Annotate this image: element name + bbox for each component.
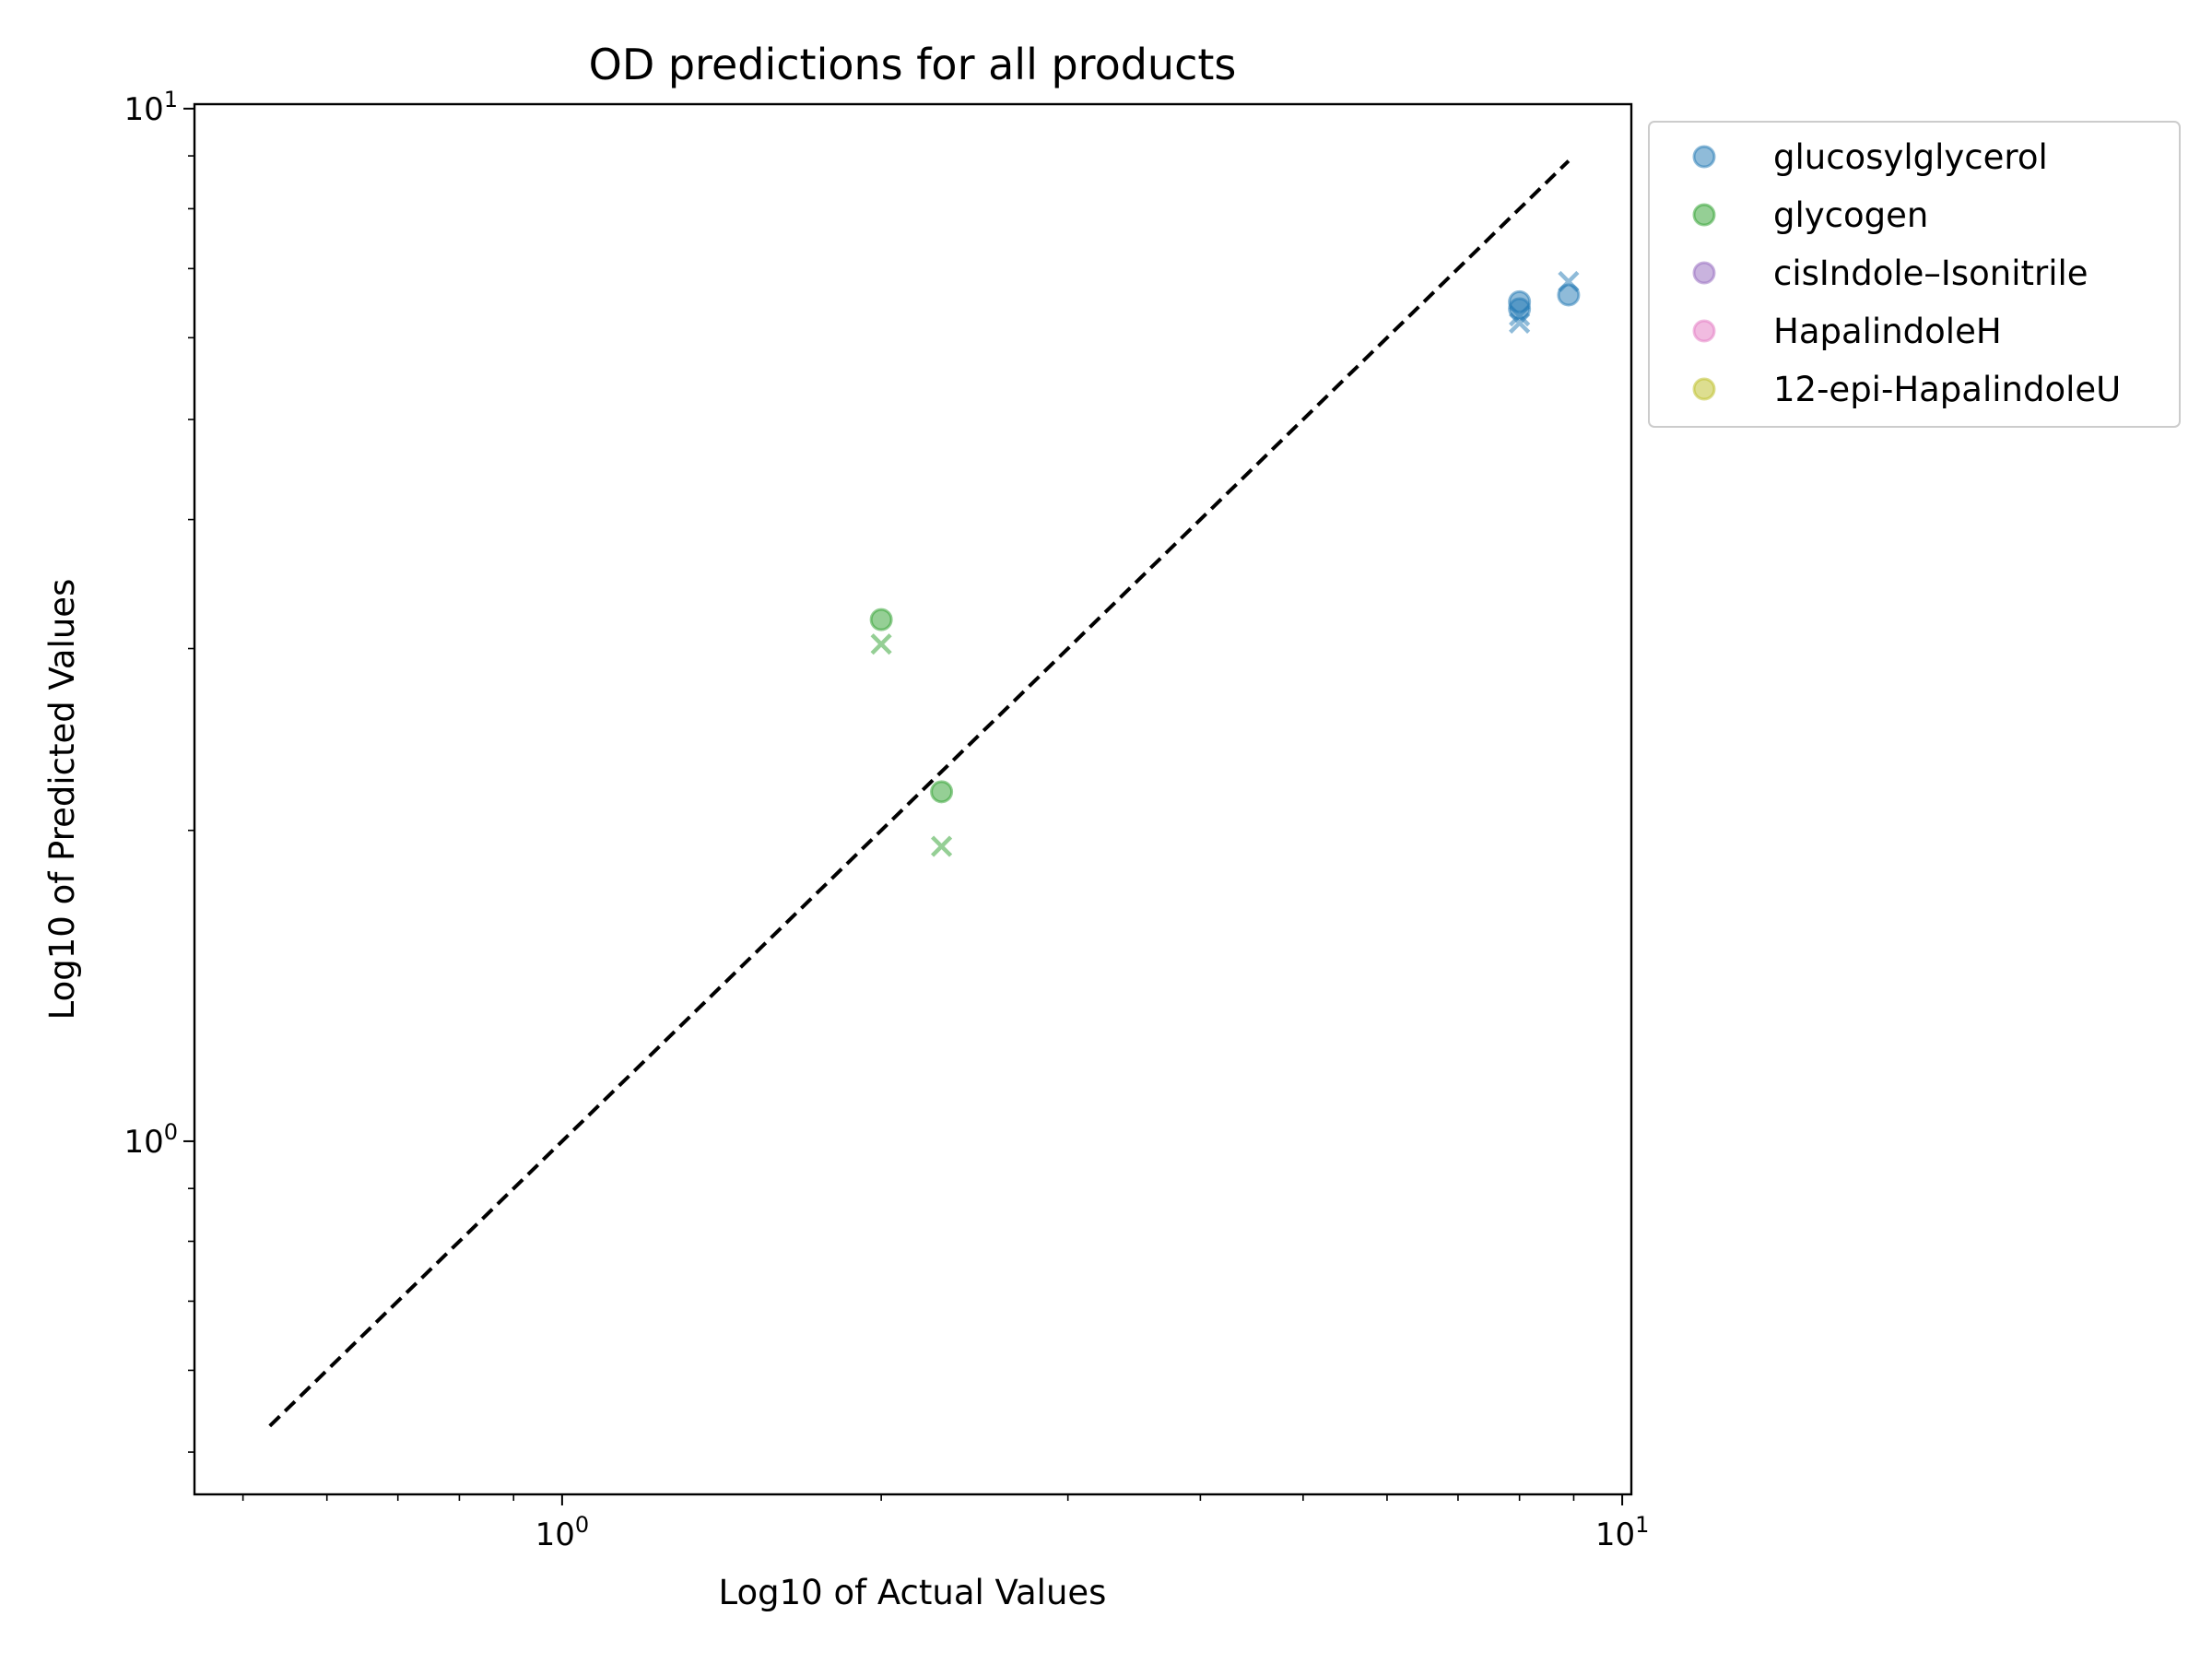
legend-label: 12-epi-HapalindoleU [1773, 370, 2121, 409]
legend-item: HapalindoleH [1692, 312, 2002, 351]
legend-item: 12-epi-HapalindoleU [1692, 370, 2121, 409]
tick-label: 101 [1595, 1512, 1650, 1553]
legend-item: glycogen [1692, 195, 1928, 235]
legend-label: glucosylglycerol [1773, 137, 2048, 177]
axes-frame [193, 102, 1633, 1496]
plot-area [268, 159, 1581, 1428]
actual-point [1557, 283, 1581, 307]
x-axis-label: Log10 of Actual Values [719, 1573, 1107, 1612]
actual-point [869, 608, 893, 631]
legend-marker [1692, 145, 1716, 169]
predicted-point [870, 633, 892, 655]
legend-label: glycogen [1773, 195, 1928, 235]
tick-label: 100 [124, 1119, 178, 1161]
legend-marker [1692, 319, 1716, 343]
legend: glucosylglycerol glycogen cisIndole–Isonit… [1648, 121, 2181, 428]
legend-label: HapalindoleH [1773, 312, 2002, 351]
actual-point [930, 780, 954, 804]
legend-box [1648, 121, 2181, 428]
legend-marker [1692, 261, 1716, 285]
legend-marker [1692, 377, 1716, 401]
series-1 [869, 608, 954, 857]
tick-label: 100 [535, 1512, 590, 1553]
actual-point [1508, 297, 1532, 321]
y-axis-label: Log10 of Predicted Values [42, 579, 82, 1021]
reference-line [268, 159, 1571, 1428]
legend-marker [1692, 203, 1716, 227]
tick-label: 101 [124, 87, 178, 128]
series-0 [1508, 270, 1581, 334]
axis-ticks: 100 101 100 101 [124, 87, 1649, 1553]
predicted-point [930, 835, 953, 857]
legend-item: cisIndole–Isonitrile [1692, 254, 2088, 293]
legend-label: cisIndole–Isonitrile [1773, 254, 2088, 293]
chart-title: OD predictions for all products [589, 40, 1237, 89]
legend-item: glucosylglycerol [1692, 137, 2048, 177]
